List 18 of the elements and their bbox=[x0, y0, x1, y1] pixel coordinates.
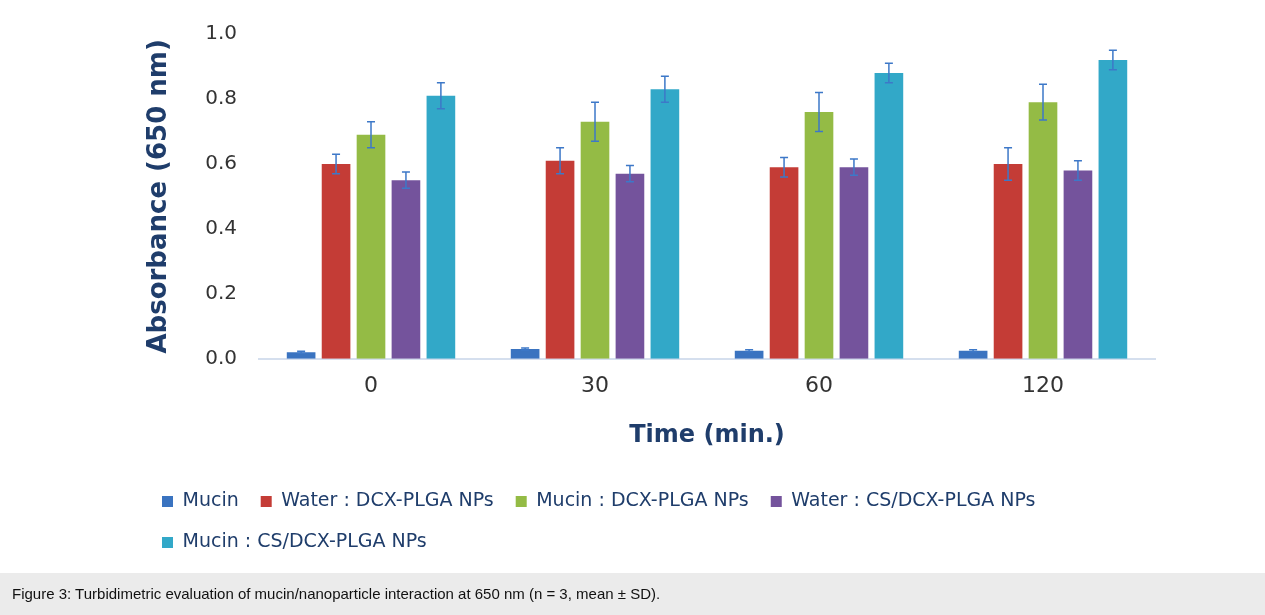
y-tick-label: 0.8 bbox=[205, 85, 238, 110]
caption: Figure 3: Turbidimetric evaluation of mucin/nanoparticle interaction at 650 nm (n = 3, mean ± SD). bbox=[0, 573, 1265, 615]
legend-label: Mucin : DCX-PLGA NPs bbox=[536, 488, 749, 511]
y-tick-label: 0.4 bbox=[205, 215, 238, 240]
y-tick-label: 0.2 bbox=[205, 280, 238, 305]
y-axis-title: Absorbance (650 nm) bbox=[142, 39, 173, 354]
legend-label: Water : CS/DCX-PLGA NPs bbox=[791, 488, 1036, 511]
x-tick-label: 120 bbox=[1022, 371, 1064, 397]
x-tick-label: 60 bbox=[805, 371, 833, 397]
y-tick-label: 0.0 bbox=[205, 345, 238, 369]
x-tick-label: 30 bbox=[581, 371, 609, 397]
legend-label: Mucin bbox=[182, 488, 239, 511]
x-tick-label: 0 bbox=[364, 371, 379, 397]
y-tick-label: 1.0 bbox=[205, 20, 238, 45]
legend-label: Mucin : CS/DCX-PLGA NPs bbox=[182, 529, 427, 552]
x-axis-title: Time (min.) bbox=[629, 419, 785, 448]
y-tick-label: 0.6 bbox=[205, 150, 238, 175]
legend-label: Water : DCX-PLGA NPs bbox=[281, 488, 494, 511]
